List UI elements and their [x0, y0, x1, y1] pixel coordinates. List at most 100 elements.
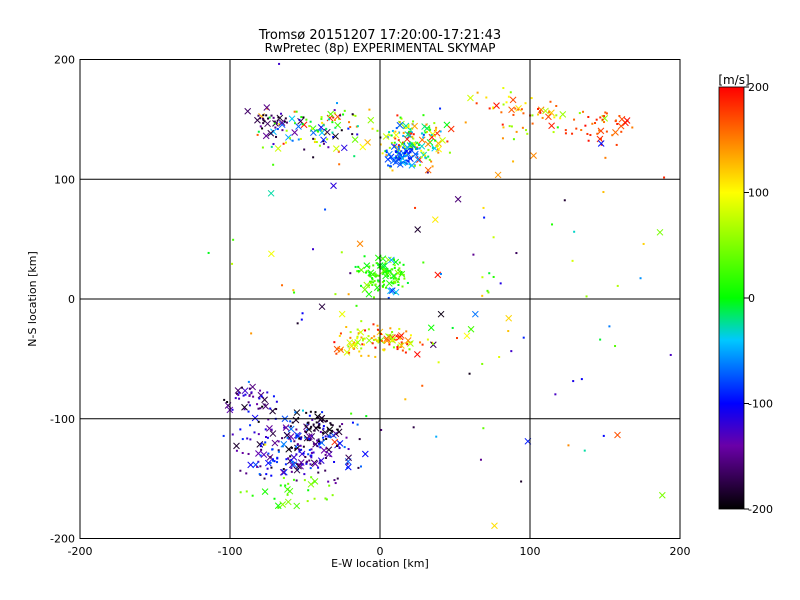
cross-stroke [241, 387, 249, 395]
data-point-dot [336, 428, 339, 431]
data-point-dot [243, 408, 246, 411]
data-point-cross [267, 129, 275, 137]
data-point-dot [296, 322, 299, 325]
cross-stroke [418, 136, 426, 144]
data-point-dot [284, 141, 287, 144]
data-point-cross [346, 339, 354, 346]
data-point-dot [384, 286, 387, 289]
data-point-dot [372, 323, 375, 326]
data-point-dot [370, 280, 373, 283]
cross-stroke [345, 454, 352, 462]
data-point-dot [248, 387, 251, 390]
data-point-cross [656, 228, 664, 236]
cross-stroke [264, 459, 272, 467]
data-point-dot [336, 477, 339, 480]
data-point-dot [564, 132, 567, 135]
data-point-dot [508, 125, 511, 128]
data-point-dot [370, 337, 373, 340]
data-point-dot [298, 437, 301, 440]
cross-stroke [297, 117, 304, 125]
data-point-dot [299, 444, 302, 447]
cross-stroke [387, 153, 395, 161]
data-point-dot [273, 120, 276, 123]
data-point-dot [325, 127, 328, 130]
data-point-dot [395, 150, 398, 153]
data-point-cross [295, 123, 302, 130]
data-point-cross [404, 337, 412, 344]
data-point-dot [401, 349, 404, 352]
data-point-cross [398, 140, 406, 148]
data-point-dot [356, 270, 359, 273]
data-point-dot [300, 116, 303, 119]
data-point-dot [298, 118, 301, 121]
data-point-dot [395, 335, 398, 338]
cross-stroke [325, 450, 333, 458]
data-point-dot [368, 271, 371, 274]
data-point-dot [347, 293, 350, 296]
data-point-dot [407, 124, 410, 127]
data-point-dot [424, 154, 427, 157]
data-point-dot [582, 110, 585, 113]
data-point-dot [396, 114, 399, 117]
data-point-cross [597, 140, 605, 147]
data-point-dot [426, 171, 429, 174]
data-point-dot [374, 275, 377, 278]
data-point-dot [291, 421, 294, 424]
cross-stroke [388, 287, 396, 294]
data-point-dot [595, 118, 598, 121]
cross-stroke [361, 450, 369, 458]
data-point-dot [602, 114, 605, 117]
data-point-dot [318, 440, 321, 443]
data-point-dot [371, 277, 374, 280]
data-point-dot [353, 155, 356, 158]
data-point-dot [265, 114, 268, 117]
y-tick-label: 0 [68, 293, 75, 306]
data-point-dot [354, 114, 357, 117]
data-point-dot [502, 87, 505, 90]
data-point-dot [270, 145, 273, 148]
data-point-dot [322, 436, 325, 439]
data-point-cross [392, 158, 400, 166]
data-point-dot [317, 442, 320, 445]
data-point-dot [492, 107, 495, 110]
data-point-dot [422, 261, 425, 264]
cross-stroke [530, 152, 537, 160]
data-point-dot [326, 138, 329, 141]
data-point-dot [377, 279, 380, 282]
data-point-dot [327, 435, 330, 438]
data-point-dot [384, 150, 387, 153]
cross-stroke [379, 263, 387, 270]
data-point-dot [347, 345, 350, 348]
data-point-dot [369, 273, 372, 276]
data-point-dot [408, 130, 411, 133]
data-point-dot [340, 348, 343, 351]
data-point-dot [336, 102, 339, 105]
data-point-cross [284, 498, 292, 506]
cross-stroke [317, 457, 325, 464]
cross-stroke [386, 150, 393, 158]
data-point-dot [207, 251, 210, 254]
data-point-dot [328, 484, 331, 487]
data-point-dot [382, 348, 385, 351]
data-point-dot [631, 126, 634, 129]
data-point-cross [356, 240, 364, 248]
data-point-cross [357, 266, 365, 274]
data-point-dot [331, 131, 334, 134]
cross-stroke [269, 407, 276, 415]
data-point-dot [406, 343, 409, 346]
cross-stroke [294, 444, 301, 452]
cross-stroke [261, 396, 268, 404]
data-point-dot [396, 151, 399, 154]
data-point-dot [310, 454, 313, 457]
data-point-dot [313, 138, 316, 141]
data-point-dot [315, 141, 318, 144]
cross-stroke [274, 502, 282, 510]
data-point-cross [413, 351, 421, 358]
data-point-dot [355, 125, 358, 128]
data-point-dot [416, 153, 419, 156]
data-point-dot [384, 270, 387, 273]
cross-stroke [263, 104, 271, 111]
data-point-dot [272, 143, 275, 146]
data-point-dot [357, 466, 360, 469]
data-point-dot [318, 144, 321, 147]
